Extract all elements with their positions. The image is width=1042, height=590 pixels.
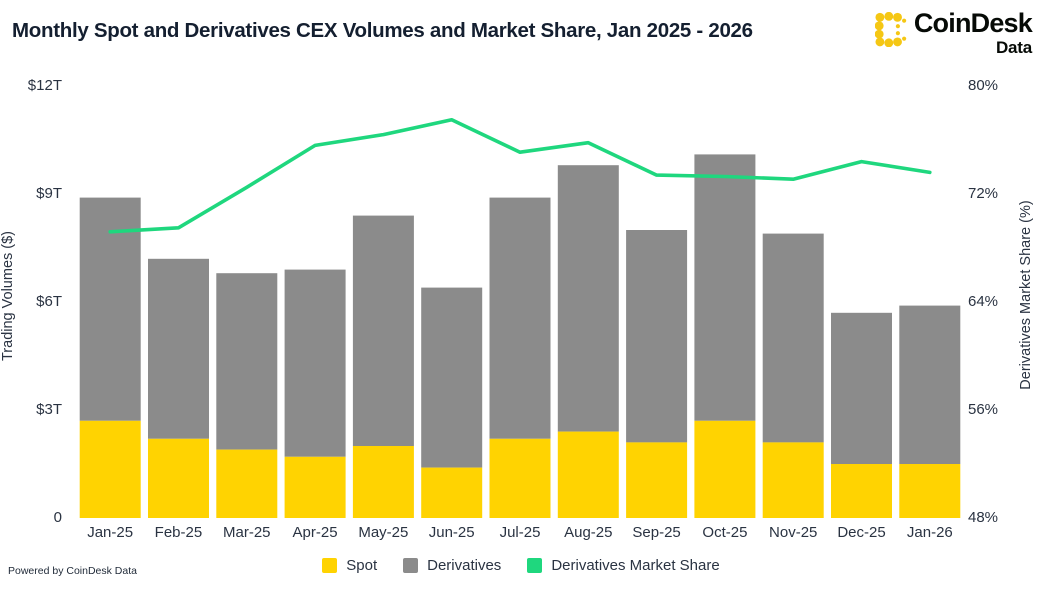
x-axis-tick: Dec-25 (837, 524, 886, 541)
right-axis-title: Derivatives Market Share (%) (1018, 200, 1034, 390)
bar-spot-Mar-25 (216, 449, 278, 518)
legend-swatch (527, 558, 543, 573)
bar-derivatives-Aug-25 (557, 165, 619, 432)
powered-by-text: Powered by CoinDesk Data (8, 565, 137, 577)
coindesk-logo-text: CoinDesk Data (913, 8, 1033, 57)
bar-spot-Apr-25 (284, 456, 346, 518)
x-axis-tick: May-25 (358, 524, 409, 541)
x-axis-tick: Feb-25 (154, 524, 203, 541)
bar-derivatives-May-25 (352, 215, 414, 446)
bar-spot-Dec-25 (831, 464, 892, 518)
bar-spot-Sep-25 (626, 442, 688, 518)
coindesk-data-logo: CoinDesk Data (874, 8, 1033, 57)
bar-spot-Feb-25 (148, 438, 209, 518)
bar-derivatives-Jan-25 (79, 197, 141, 421)
left-axis-title: Trading Volumes ($) (0, 230, 16, 362)
bar-spot-Oct-25 (694, 420, 756, 518)
bar-spot-Jan-25 (79, 420, 141, 518)
left-axis-tick: $6T (36, 293, 62, 310)
bar-derivatives-Jul-25 (489, 197, 551, 439)
x-axis-tick: Aug-25 (564, 524, 613, 541)
bar-derivatives-Apr-25 (284, 269, 346, 457)
right-axis-tick: 72% (968, 185, 999, 202)
bar-spot-Aug-25 (557, 431, 619, 518)
market-share-line (108, 118, 932, 234)
legend-label: Spot (346, 557, 378, 574)
bar-derivatives-Oct-25 (694, 154, 756, 421)
bar-derivatives-Sep-25 (626, 230, 688, 443)
x-axis-tick: Nov-25 (769, 524, 818, 541)
x-axis-tick: Apr-25 (292, 524, 338, 541)
page-title: Monthly Spot and Derivatives CEX Volumes… (12, 19, 753, 42)
legend-item-spot[interactable]: Spot (322, 557, 377, 574)
coindesk-logo-name: CoinDesk (913, 8, 1033, 38)
right-axis-tick: 64% (968, 293, 999, 310)
bar-derivatives-Jan-26 (899, 305, 961, 464)
legend-item-derivatives-market-share[interactable]: Derivatives Market Share (527, 557, 720, 574)
legend-label: Derivatives Market Share (551, 557, 720, 574)
x-axis-tick: Jan-25 (87, 524, 134, 541)
x-axis-tick: Jul-25 (499, 524, 541, 541)
x-axis-tick: Jan-26 (906, 524, 953, 541)
left-axis-tick: 0 (53, 509, 62, 526)
bar-spot-Nov-25 (762, 442, 824, 518)
bar-derivatives-Dec-25 (831, 312, 892, 464)
bar-spot-May-25 (352, 446, 414, 518)
right-axis-tick: 56% (968, 401, 999, 418)
bar-spot-Jul-25 (489, 438, 551, 518)
x-axis-tick: Oct-25 (702, 524, 748, 541)
left-axis-tick: $9T (36, 185, 62, 202)
bar-derivatives-Nov-25 (762, 233, 824, 443)
bar-derivatives-Mar-25 (216, 273, 278, 450)
x-axis-tick: Sep-25 (632, 524, 681, 541)
coindesk-logo-sub: Data (995, 38, 1032, 57)
bar-spot-Jun-25 (421, 467, 483, 518)
legend-swatch (322, 558, 338, 573)
legend-item-derivatives[interactable]: Derivatives (403, 557, 501, 574)
coindesk-dots-icon (874, 11, 910, 48)
x-axis-tick: Mar-25 (223, 524, 271, 541)
legend-label: Derivatives (427, 557, 502, 574)
bar-spot-Jan-26 (899, 464, 961, 518)
bar-derivatives-Feb-25 (148, 258, 209, 439)
left-axis-tick: $3T (36, 401, 62, 418)
right-axis-tick: 48% (968, 509, 999, 526)
left-axis-tick: $12T (27, 77, 62, 94)
x-axis-tick: Jun-25 (428, 524, 475, 541)
right-axis-tick: 80% (968, 77, 999, 94)
chart-legend: Spot Derivatives Derivatives Market Share (0, 557, 1042, 574)
bar-derivatives-Jun-25 (421, 287, 483, 468)
legend-swatch (403, 558, 419, 573)
